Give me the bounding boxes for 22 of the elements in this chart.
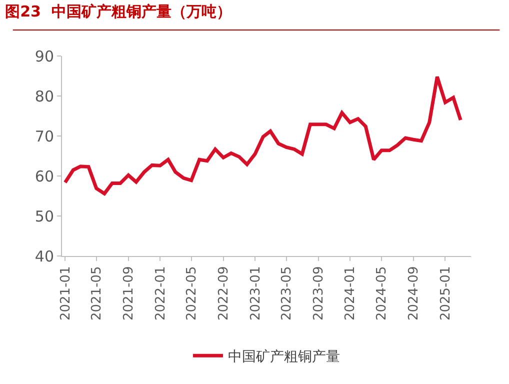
line-series	[63, 75, 462, 196]
y-tick-label: 60	[34, 167, 54, 186]
x-tick-label: 2024-05	[374, 266, 390, 321]
y-tick-label: 80	[34, 87, 54, 106]
x-tick-label: 2022-05	[184, 266, 200, 321]
y-tick-label: 90	[34, 47, 54, 66]
legend-label: 中国矿产粗铜产量	[228, 349, 340, 366]
x-tick-label: 2021-01	[58, 266, 74, 321]
y-tick-label: 70	[34, 127, 54, 146]
y-tick-label: 40	[34, 247, 54, 266]
x-tick-label: 2023-05	[279, 266, 294, 321]
x-tick-label: 2023-09	[312, 266, 327, 321]
x-tick-label: 2023-01	[248, 266, 264, 321]
x-tick-label: 2021-05	[90, 266, 105, 321]
y-tick-label: 50	[34, 207, 54, 226]
chart-title: 图23 中国矿产粗铜产量（万吨）	[5, 2, 232, 20]
x-tick-label: 2021-09	[122, 266, 137, 321]
x-tick-label: 2025-01	[438, 266, 454, 321]
x-tick-label: 2024-01	[343, 266, 358, 321]
x-tick-label: 2024-09	[406, 266, 422, 321]
x-tick-label: 2022-09	[216, 266, 232, 321]
x-tick-label: 2022-01	[153, 266, 168, 321]
